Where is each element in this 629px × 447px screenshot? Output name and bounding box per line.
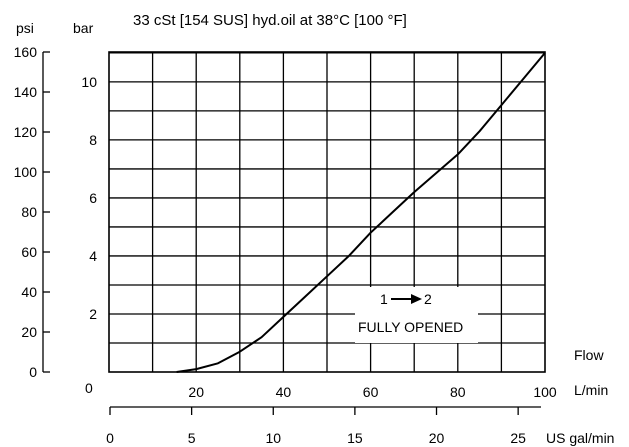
psi-tick-label: 80 <box>21 204 37 220</box>
chart-title: 33 cSt [154 SUS] hyd.oil at 38°C [100 °F… <box>133 12 407 29</box>
lpm-tick-label: 20 <box>188 384 204 400</box>
annotation-to-port: 2 <box>424 291 432 307</box>
annotation-from-port: 1 <box>380 291 388 307</box>
annotation-state: FULLY OPENED <box>358 319 463 335</box>
psi-tick-label: 20 <box>21 324 37 340</box>
grid-lines <box>109 52 545 372</box>
annotation-arrowhead <box>411 294 422 304</box>
psi-axis: 0 20 40 60 80 100 120 140 160 <box>14 44 50 380</box>
gpm-tick-label: 20 <box>429 430 445 446</box>
psi-tick-label: 60 <box>21 244 37 260</box>
gpm-axis-label: US gal/min <box>546 430 614 446</box>
psi-tick-label: 100 <box>14 164 38 180</box>
series-layer <box>176 52 546 373</box>
lpm-tick-label: 80 <box>450 384 466 400</box>
pressure-drop-curve <box>176 52 546 373</box>
bar-tick-label: 6 <box>89 190 97 206</box>
gpm-tick-label: 5 <box>188 430 196 446</box>
flow-axis-label: Flow <box>574 347 604 363</box>
lpm-tick-label: 100 <box>533 384 557 400</box>
lpm-tick-label: 40 <box>276 384 292 400</box>
psi-tick-label: 120 <box>14 124 38 140</box>
psi-axis-label: psi <box>16 20 34 36</box>
bar-tick-label: 8 <box>89 132 97 148</box>
gpm-tick-label: 10 <box>265 430 281 446</box>
psi-tick-label: 140 <box>14 84 38 100</box>
fully-opened-annotation: 1 2 FULLY OPENED <box>355 287 478 343</box>
psi-tick-label: 160 <box>14 44 38 60</box>
gpm-tick-label: 0 <box>106 430 114 446</box>
lpm-axis-label: L/min <box>574 382 608 398</box>
bar-axis-ticks: 2 4 6 8 10 <box>81 74 97 322</box>
bar-axis-label: bar <box>73 20 94 36</box>
bar-tick-label: 4 <box>89 248 97 264</box>
gpm-tick-label: 15 <box>347 430 363 446</box>
gpm-axis: 0 5 10 15 20 25 <box>106 406 541 446</box>
bar-tick-label: 10 <box>81 74 97 90</box>
bar-tick-label: 2 <box>89 306 97 322</box>
lpm-axis-ticks: 20 40 60 80 100 <box>188 384 556 400</box>
gpm-tick-label: 25 <box>510 430 526 446</box>
lpm-tick-label: 60 <box>363 384 379 400</box>
lpm-zero-label: 0 <box>85 380 93 396</box>
psi-tick-label: 40 <box>21 284 37 300</box>
psi-tick-label: 0 <box>29 364 37 380</box>
